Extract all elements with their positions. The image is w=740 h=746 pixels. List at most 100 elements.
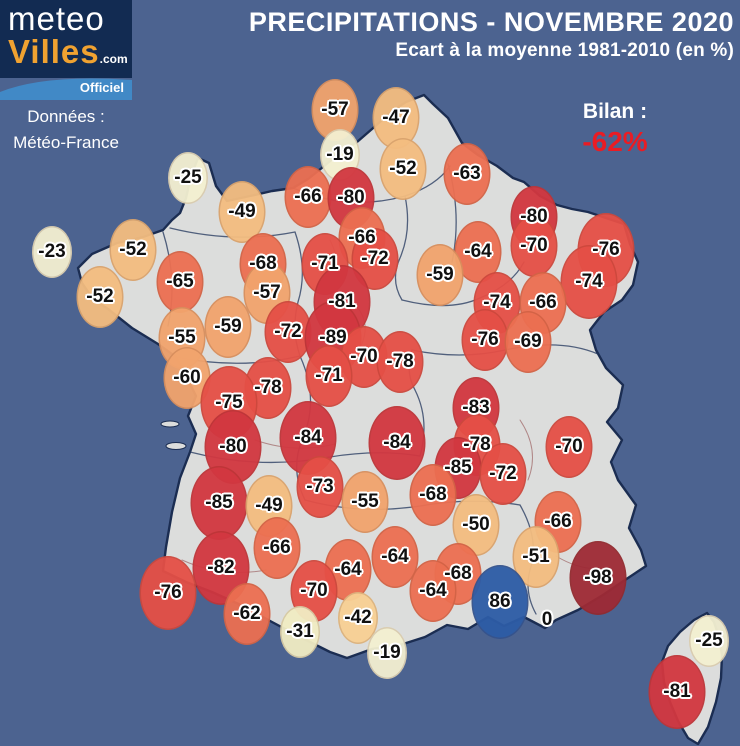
data-point-label: -73 bbox=[306, 476, 334, 497]
data-point-label: -63 bbox=[453, 163, 481, 184]
data-point-ellipse bbox=[280, 606, 320, 658]
logo-text: meteo Villes.com bbox=[8, 2, 128, 68]
data-point-ellipse bbox=[409, 560, 457, 622]
logo-swoosh bbox=[0, 78, 132, 100]
data-point-label: -85 bbox=[205, 492, 233, 513]
data-point-label: -81 bbox=[328, 291, 356, 312]
data-point-label: -52 bbox=[389, 158, 417, 179]
data-point-label: -78 bbox=[463, 434, 491, 455]
data-point-label: -70 bbox=[520, 235, 548, 256]
data-point-label: -84 bbox=[294, 427, 322, 448]
data-point-ellipse bbox=[443, 143, 491, 205]
data-point-label: -52 bbox=[119, 239, 147, 260]
data-point-ellipse bbox=[367, 627, 407, 679]
data-point-label: -65 bbox=[166, 271, 194, 292]
data-point-label: -83 bbox=[462, 397, 490, 418]
data-point-label: -80 bbox=[219, 436, 247, 457]
data-point-ellipse bbox=[560, 245, 618, 319]
data-point-label: -66 bbox=[294, 186, 322, 207]
data-point-label: -68 bbox=[444, 563, 472, 584]
data-point-ellipse bbox=[510, 215, 558, 277]
data-point-ellipse bbox=[689, 615, 729, 667]
data-point-ellipse bbox=[305, 345, 353, 407]
data-point-label: -70 bbox=[300, 580, 328, 601]
data-point-label: -68 bbox=[419, 484, 447, 505]
data-point-label: -31 bbox=[286, 621, 314, 642]
data-point-label: -69 bbox=[514, 331, 542, 352]
logo-brand-villes: Villes bbox=[8, 33, 100, 70]
data-point-label: -85 bbox=[444, 457, 472, 478]
data-point-label: -52 bbox=[86, 286, 114, 307]
data-point-label: -19 bbox=[326, 144, 354, 165]
data-point-ellipse bbox=[379, 138, 427, 200]
data-point-label: -59 bbox=[214, 316, 242, 337]
data-point-ellipse bbox=[376, 331, 424, 393]
data-point-label: -66 bbox=[544, 511, 572, 532]
data-point-label: -25 bbox=[695, 630, 723, 651]
data-point-label: -62 bbox=[233, 603, 261, 624]
data-point-label: -74 bbox=[483, 292, 511, 313]
data-point-label: 86 bbox=[489, 591, 511, 612]
data-point-ellipse bbox=[504, 311, 552, 373]
data-point-label: -60 bbox=[173, 367, 201, 388]
data-point-label: -64 bbox=[381, 546, 409, 567]
data-point-label: -64 bbox=[334, 559, 362, 580]
data-point-label: -82 bbox=[207, 557, 235, 578]
data-point-ellipse bbox=[368, 406, 426, 480]
logo-brand-com: .com bbox=[99, 52, 128, 66]
data-point-label: -70 bbox=[350, 346, 378, 367]
data-point-label: 0 bbox=[541, 609, 553, 630]
data-point-label: -57 bbox=[321, 99, 349, 120]
data-point-ellipse bbox=[223, 583, 271, 645]
logo-box bbox=[0, 0, 132, 78]
data-point-label: -70 bbox=[555, 436, 583, 457]
data-point-ellipse bbox=[109, 219, 157, 281]
data-point-ellipse bbox=[76, 266, 124, 328]
data-point-ellipse bbox=[139, 556, 197, 630]
data-point-label: -57 bbox=[253, 282, 281, 303]
data-point-ellipse bbox=[409, 464, 457, 526]
meteo-villes-logo[interactable]: meteo Villes.com Officiel Données : Mété… bbox=[0, 0, 132, 152]
data-point-ellipse bbox=[264, 301, 312, 363]
data-point-label: -72 bbox=[361, 248, 389, 269]
data-point-label: -66 bbox=[263, 537, 291, 558]
data-point-label: -76 bbox=[471, 329, 499, 350]
data-point-label: -89 bbox=[319, 327, 347, 348]
data-point-label: -76 bbox=[154, 582, 182, 603]
bilan-label: Bilan : bbox=[582, 100, 648, 123]
data-point-label: -66 bbox=[529, 292, 557, 313]
island bbox=[160, 420, 180, 428]
data-point-label: -42 bbox=[344, 607, 372, 628]
bilan-value: -62% bbox=[582, 126, 648, 157]
data-point-label: -51 bbox=[522, 546, 550, 567]
data-point-label: -55 bbox=[168, 327, 196, 348]
data-point-ellipse bbox=[190, 466, 248, 540]
data-point-label: -71 bbox=[311, 253, 339, 274]
data-point-ellipse bbox=[168, 152, 208, 204]
page-title: PRECIPITATIONS - NOVEMBRE 2020 bbox=[248, 7, 734, 37]
data-point-label: -81 bbox=[663, 681, 691, 702]
data-point-label: -68 bbox=[249, 253, 277, 274]
data-point-ellipse bbox=[479, 443, 527, 505]
data-point-label: -49 bbox=[255, 495, 283, 516]
title-block: PRECIPITATIONS - NOVEMBRE 2020 Ecart à l… bbox=[249, 6, 734, 62]
data-source-credit: Données : Météo-France bbox=[0, 104, 132, 155]
data-point-label: -84 bbox=[383, 432, 411, 453]
data-point-label: -72 bbox=[274, 321, 302, 342]
data-point-ellipse bbox=[471, 565, 529, 639]
data-point-ellipse bbox=[569, 541, 627, 615]
bilan-block: Bilan : -62% bbox=[555, 100, 675, 158]
logo-brand-meteo: meteo bbox=[8, 0, 105, 37]
island bbox=[165, 442, 187, 450]
data-point-label: -98 bbox=[584, 567, 612, 588]
data-point-ellipse bbox=[545, 416, 593, 478]
data-point-ellipse bbox=[156, 251, 204, 313]
data-source-line2: Météo-France bbox=[13, 132, 119, 152]
page-subtitle: Ecart à la moyenne 1981-2010 (en %) bbox=[395, 39, 734, 61]
data-point-ellipse bbox=[218, 181, 266, 243]
data-point-label: -25 bbox=[174, 167, 202, 188]
data-point-label: -78 bbox=[386, 351, 414, 372]
